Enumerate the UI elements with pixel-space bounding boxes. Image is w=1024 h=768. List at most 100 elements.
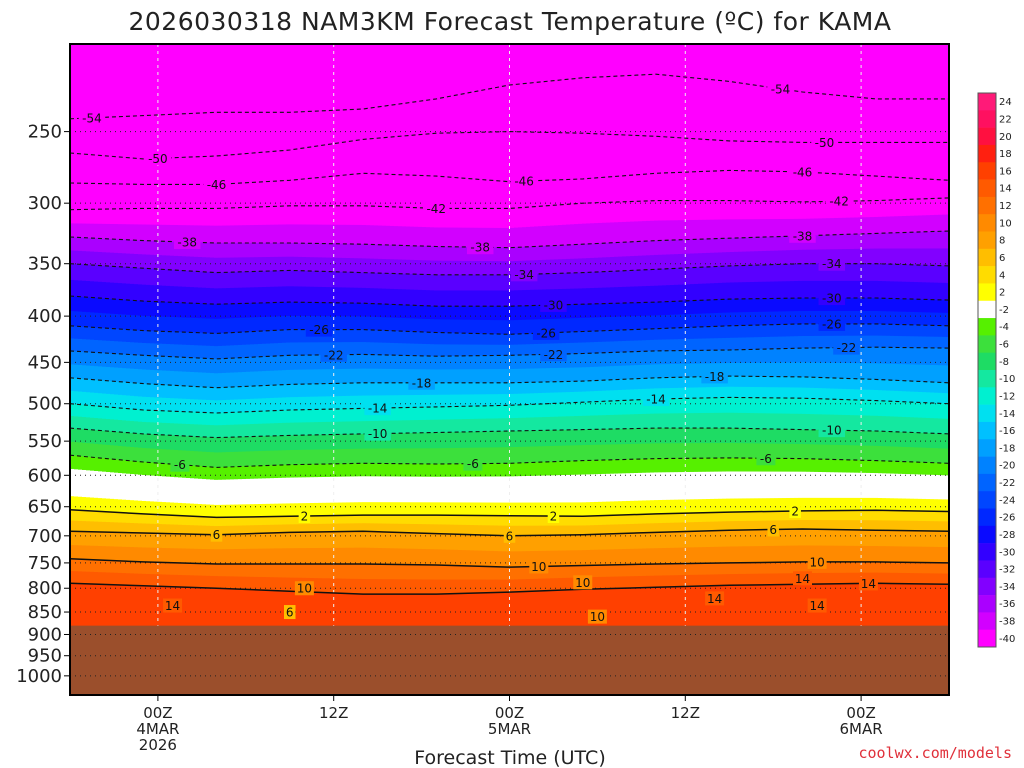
temperature-band-cell: [354, 140, 359, 158]
temperature-band-cell: [262, 330, 267, 345]
temperature-band-cell: [238, 517, 243, 527]
temperature-band-cell: [226, 517, 231, 527]
temperature-band-cell: [86, 405, 91, 418]
temperature-band-cell: [178, 317, 183, 333]
temperature-band-cell: [146, 171, 151, 186]
temperature-band-cell: [98, 117, 103, 138]
temperature-band-cell: [90, 510, 95, 523]
temperature-band-cell: [426, 175, 431, 193]
temperature-band-cell: [398, 207, 403, 227]
temperature-band-cell: [462, 515, 467, 526]
temperature-band-cell: [346, 44, 351, 78]
temperature-band-cell: [410, 274, 415, 291]
temperature-band-cell: [342, 109, 347, 127]
temperature-band-cell: [406, 515, 411, 525]
temperature-band-cell: [90, 196, 95, 210]
temperature-band-cell: [590, 155, 595, 179]
temperature-band-cell: [366, 272, 371, 289]
temperature-band-cell: [70, 496, 75, 511]
temperature-band-cell: [562, 367, 567, 383]
temperature-band-cell: [394, 579, 399, 595]
temperature-band-cell: [318, 449, 323, 465]
temperature-band-cell: [546, 590, 551, 644]
temperature-band-cell: [294, 409, 299, 424]
temperature-band-cell: [246, 589, 251, 643]
temperature-band-cell: [238, 533, 243, 550]
temperature-band-cell: [158, 501, 163, 516]
temperature-band-cell: [266, 206, 271, 226]
temperature-band-cell: [94, 584, 99, 641]
temperature-band-cell: [74, 264, 79, 281]
temperature-band-cell: [454, 113, 459, 134]
temperature-band-cell: [494, 405, 499, 420]
temperature-band-cell: [334, 224, 339, 245]
temperature-band-cell: [354, 76, 359, 110]
temperature-band-cell: [78, 209, 83, 225]
temperature-band-cell: [350, 434, 355, 450]
temperature-band-cell: [470, 333, 475, 346]
temperature-band-cell: [162, 422, 167, 436]
temperature-band-cell: [102, 546, 107, 561]
temperature-band-cell: [170, 302, 175, 318]
temperature-band-cell: [250, 257, 255, 273]
temperature-band-cell: [98, 312, 103, 329]
temperature-band-cell: [434, 564, 439, 581]
temperature-band-cell: [482, 447, 487, 465]
temperature-band-cell: [378, 155, 383, 175]
temperature-band-cell: [266, 533, 271, 550]
temperature-band-cell: [146, 208, 151, 226]
temperature-band-cell: [238, 589, 243, 643]
temperature-band-cell: [442, 579, 447, 595]
temperature-band-cell: [418, 420, 423, 434]
temperature-band-cell: [430, 394, 435, 408]
temperature-band-cell: [518, 551, 523, 568]
temperature-band-cell: [506, 228, 511, 249]
temperature-band-cell: [174, 574, 179, 588]
temperature-band-cell: [410, 523, 415, 534]
temperature-band-cell: [418, 207, 423, 228]
temperature-band-cell: [278, 503, 283, 518]
temperature-band-cell: [70, 468, 75, 484]
temperature-band-cell: [518, 274, 523, 291]
temperature-band-cell: [130, 329, 135, 343]
temperature-band-cell: [162, 136, 167, 159]
temperature-band-cell: [90, 44, 95, 82]
temperature-band-cell: [330, 547, 335, 565]
temperature-band-cell: [478, 155, 483, 181]
temperature-band-cell: [174, 270, 179, 287]
temperature-band-cell: [130, 283, 135, 301]
temperature-band-cell: [274, 563, 279, 578]
temperature-band-cell: [158, 524, 163, 534]
temperature-band-cell: [398, 259, 403, 275]
temperature-band-cell: [146, 369, 151, 385]
temperature-band-cell: [346, 448, 351, 465]
temperature-band-cell: [382, 121, 387, 139]
temperature-band-cell: [454, 579, 459, 595]
temperature-band-cell: [414, 331, 419, 345]
temperature-band-cell: [174, 524, 179, 535]
temperature-band-cell: [266, 151, 271, 168]
temperature-band-cell: [462, 419, 467, 433]
temperature-band-cell: [306, 162, 311, 180]
temperature-band-cell: [498, 247, 503, 262]
temperature-band-cell: [250, 436, 255, 452]
temperature-band-cell: [206, 208, 211, 227]
temperature-band-cell: [594, 342, 599, 354]
temperature-band-cell: [138, 474, 143, 489]
temperature-band-cell: [578, 288, 583, 305]
temperature-band-cell: [550, 461, 555, 476]
temperature-band-cell: [190, 490, 195, 505]
temperature-band-cell: [158, 255, 163, 270]
temperature-band-cell: [418, 548, 423, 566]
temperature-band-cell: [282, 302, 287, 317]
temperature-band-cell: [74, 404, 79, 418]
temperature-band-cell: [186, 135, 191, 158]
temperature-band-cell: [166, 44, 171, 80]
temperature-band-cell: [534, 404, 539, 418]
temperature-band-cell: [542, 578, 547, 592]
temperature-band-cell: [90, 297, 95, 313]
temperature-band-cell: [190, 156, 195, 172]
temperature-band-cell: [222, 588, 227, 643]
temperature-band-cell: [318, 531, 323, 549]
temperature-band-cell: [254, 194, 259, 208]
